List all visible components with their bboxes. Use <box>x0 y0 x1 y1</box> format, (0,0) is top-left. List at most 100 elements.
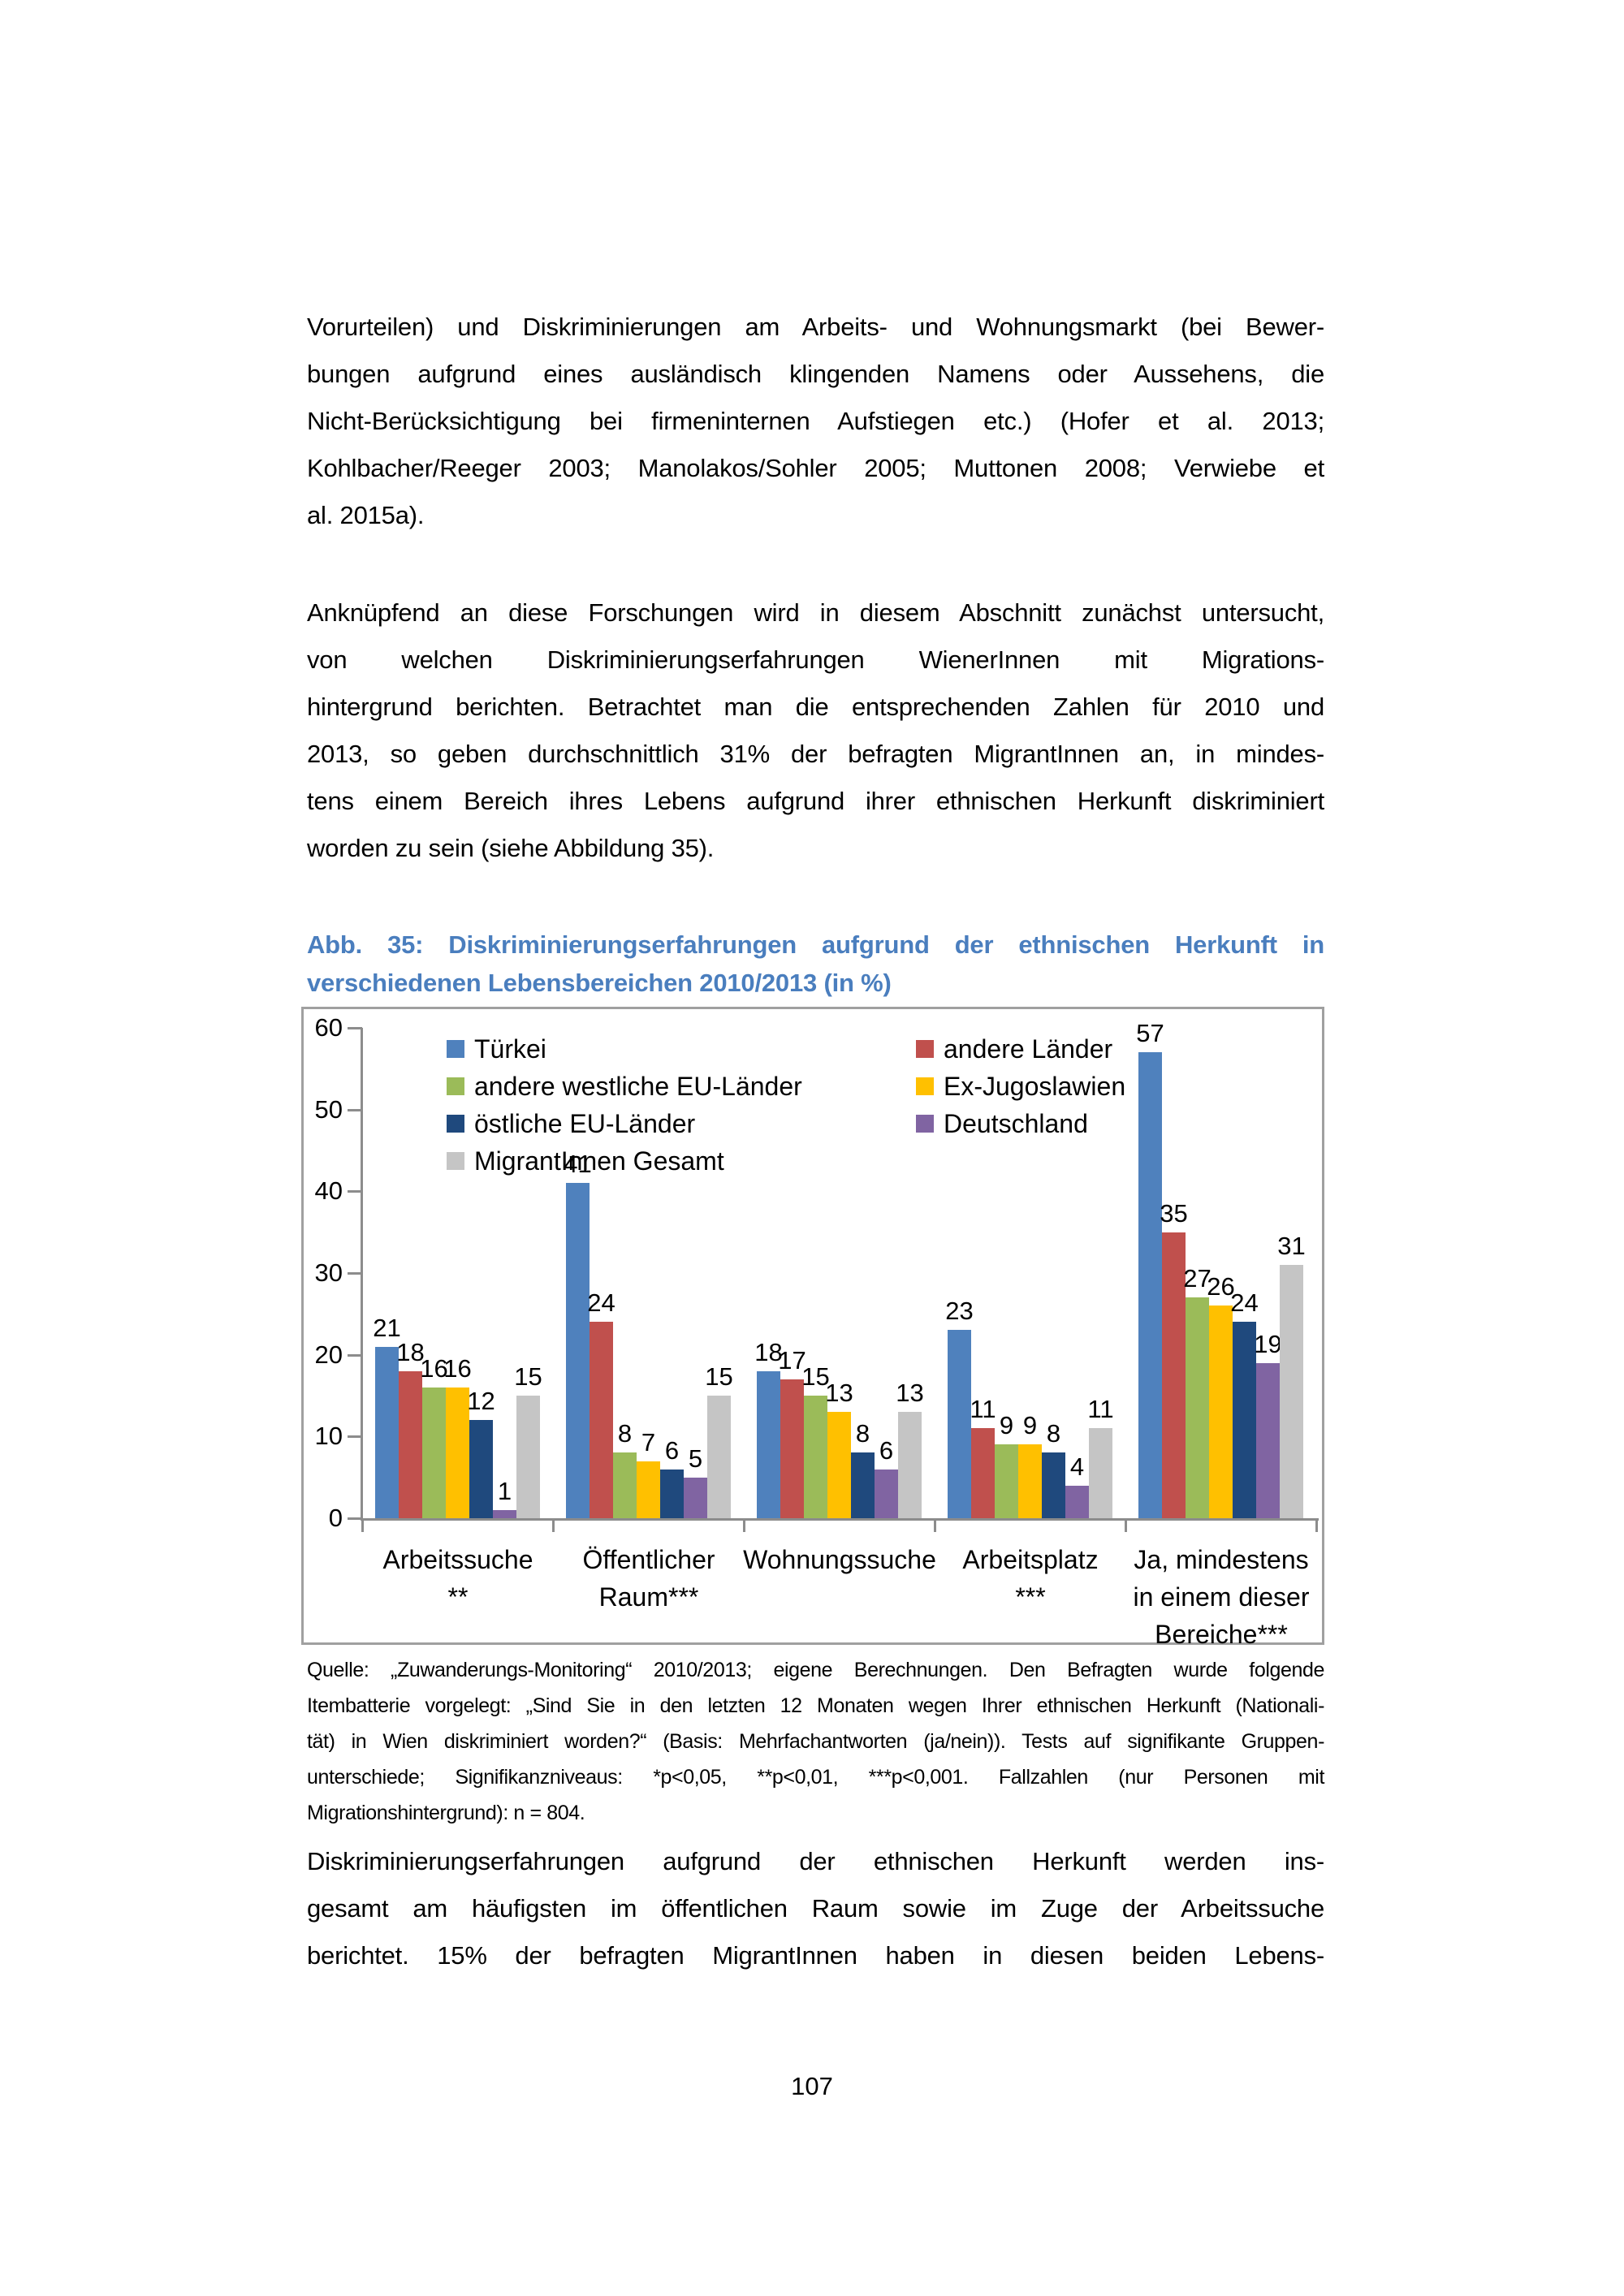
legend-label: Ex-Jugoslawien <box>944 1071 1126 1101</box>
bar <box>875 1470 898 1518</box>
bar <box>780 1379 804 1518</box>
bar-value-label: 6 <box>879 1436 894 1465</box>
y-axis-tick <box>348 1354 362 1357</box>
bar <box>1138 1052 1162 1518</box>
y-axis-label: 50 <box>314 1095 343 1124</box>
category-label-line: *** <box>1015 1582 1046 1612</box>
bar <box>590 1322 613 1518</box>
legend-item: andere Länder <box>916 1030 1125 1068</box>
bar <box>566 1183 590 1518</box>
bar-value-label: 6 <box>664 1436 680 1465</box>
y-axis-label: 30 <box>314 1258 343 1287</box>
category-label-line: Arbeitsplatz <box>962 1545 1099 1574</box>
bar-value-label: 7 <box>641 1428 656 1457</box>
bar-value-label: 9 <box>999 1411 1014 1439</box>
y-axis-label: 10 <box>314 1422 343 1450</box>
bar <box>469 1420 493 1518</box>
legend-column: Türkei andere westliche EU-Länder östliche… <box>447 1030 802 1180</box>
text-line: Kohlbacher/Reeger 2003; Manolakos/Sohler… <box>307 454 1324 482</box>
bar-value-label: 31 <box>1277 1232 1306 1260</box>
bar-value-label: 23 <box>945 1297 974 1325</box>
legend-label: MigrantInnen Gesamt <box>474 1146 724 1176</box>
bar <box>851 1452 875 1518</box>
legend-swatch-icon <box>447 1040 464 1058</box>
bar <box>1042 1452 1065 1518</box>
category-label-line: Wohnungssuche <box>743 1545 936 1574</box>
y-axis-tick <box>348 1435 362 1438</box>
text-line: Abb. 35: Diskriminierungserfahrungen auf… <box>307 930 1324 959</box>
bar-value-label: 16 <box>420 1354 448 1383</box>
y-axis-tick <box>348 1272 362 1275</box>
text-line: Anknüpfend an diese Forschungen wird in … <box>307 598 1324 627</box>
bar-value-label: 19 <box>1254 1330 1282 1358</box>
category-label-line: ** <box>447 1582 469 1612</box>
category-label: Öffentlicher Raum*** <box>527 1541 771 1616</box>
x-axis-tick <box>361 1518 364 1532</box>
x-axis-tick <box>934 1518 936 1532</box>
legend-swatch-icon <box>447 1115 464 1133</box>
bar <box>898 1412 922 1518</box>
category-label: Arbeitsplatz *** <box>909 1541 1152 1616</box>
bar <box>422 1388 446 1518</box>
y-axis-label: 40 <box>314 1176 343 1205</box>
legend-item: Türkei <box>447 1030 802 1068</box>
bar-value-label: 17 <box>778 1346 806 1375</box>
x-axis-line <box>362 1518 1319 1521</box>
category-label-line: Raum*** <box>598 1582 699 1612</box>
x-axis-tick <box>1125 1518 1127 1532</box>
bar <box>399 1371 422 1518</box>
legend-label: andere westliche EU-Länder <box>474 1071 802 1101</box>
bar <box>1280 1265 1303 1518</box>
text-line: Migrationshintergrund): n = 804. <box>307 1802 585 1824</box>
text-line: tät) in Wien diskriminiert worden?“ (Bas… <box>307 1730 1324 1753</box>
bar-value-label: 8 <box>1046 1419 1061 1448</box>
paragraph-1: Vorurteilen) und Diskriminierungen am Ar… <box>307 304 1324 539</box>
bar-value-label: 11 <box>1087 1395 1114 1423</box>
bar <box>995 1444 1018 1518</box>
bar-value-label: 5 <box>688 1444 703 1473</box>
text-line: tens einem Bereich ihres Lebens aufgrund… <box>307 787 1324 815</box>
bar <box>757 1371 780 1518</box>
bar-value-label: 15 <box>801 1362 830 1391</box>
bar-value-label: 9 <box>1022 1411 1038 1439</box>
legend-swatch-icon <box>447 1077 464 1095</box>
bar <box>827 1412 851 1518</box>
bar-value-label: 8 <box>855 1419 870 1448</box>
bar-value-label: 35 <box>1160 1199 1188 1228</box>
bar-value-label: 26 <box>1207 1272 1235 1301</box>
bar <box>1018 1444 1042 1518</box>
bar-value-label: 8 <box>617 1419 633 1448</box>
category-label-line: Bereiche*** <box>1155 1620 1288 1649</box>
legend-swatch-icon <box>916 1077 934 1095</box>
text-line: al. 2015a). <box>307 501 425 529</box>
bar <box>446 1388 469 1518</box>
bar-value-label: 13 <box>896 1379 924 1407</box>
bar-value-label: 15 <box>705 1362 733 1391</box>
category-label-line: in einem dieser <box>1133 1582 1310 1612</box>
text-line: 2013, so geben durchschnittlich 31% der … <box>307 740 1324 768</box>
bar-value-label: 1 <box>497 1477 512 1505</box>
bar <box>637 1461 660 1518</box>
category-label-line: Arbeitssuche <box>382 1545 533 1574</box>
category-label-line: Ja, mindestens <box>1134 1545 1309 1574</box>
bar <box>948 1330 971 1518</box>
bar <box>1209 1306 1233 1518</box>
bar-value-label: 18 <box>754 1338 783 1366</box>
y-axis-label: 20 <box>314 1340 343 1369</box>
bar <box>375 1347 399 1518</box>
legend-swatch-icon <box>916 1040 934 1058</box>
figure-source-note: Quelle: „Zuwanderungs-Monitoring“ 2010/2… <box>307 1652 1324 1831</box>
bar-value-label: 21 <box>373 1314 401 1342</box>
category-label: Ja, mindestens in einem dieser Bereiche*** <box>1099 1541 1343 1653</box>
legend-label: östliche EU-Länder <box>474 1108 696 1138</box>
bar-value-label: 57 <box>1136 1019 1164 1047</box>
category-label: Arbeitssuche ** <box>336 1541 580 1616</box>
x-axis-tick <box>552 1518 555 1532</box>
category-label-line: Öffentlicher <box>582 1545 715 1574</box>
bar <box>1186 1297 1209 1518</box>
figure-35-bar-chart: 21 18 16 16 12 1 15 41 24 8 7 6 5 15 18 17 15 13 8 6 13 23 11 9… <box>301 1007 1324 1649</box>
bar <box>971 1428 995 1518</box>
bar-value-label: 24 <box>1230 1288 1259 1317</box>
bar <box>1065 1486 1089 1518</box>
